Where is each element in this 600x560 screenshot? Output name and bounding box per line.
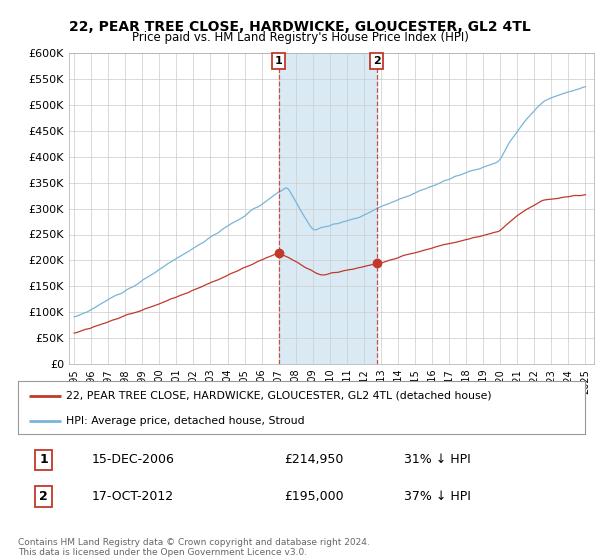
Text: £195,000: £195,000 <box>284 490 344 503</box>
Text: 37% ↓ HPI: 37% ↓ HPI <box>404 490 470 503</box>
Text: 17-OCT-2012: 17-OCT-2012 <box>92 490 174 503</box>
Text: Contains HM Land Registry data © Crown copyright and database right 2024.
This d: Contains HM Land Registry data © Crown c… <box>18 538 370 557</box>
Text: 1: 1 <box>275 56 283 66</box>
Text: 15-DEC-2006: 15-DEC-2006 <box>92 454 175 466</box>
Text: 1: 1 <box>39 454 48 466</box>
Text: 31% ↓ HPI: 31% ↓ HPI <box>404 454 470 466</box>
Text: Price paid vs. HM Land Registry's House Price Index (HPI): Price paid vs. HM Land Registry's House … <box>131 31 469 44</box>
Text: £214,950: £214,950 <box>284 454 344 466</box>
Text: 2: 2 <box>39 490 48 503</box>
Text: HPI: Average price, detached house, Stroud: HPI: Average price, detached house, Stro… <box>66 416 305 426</box>
Text: 2: 2 <box>373 56 380 66</box>
Bar <box>278 53 377 364</box>
Text: 22, PEAR TREE CLOSE, HARDWICKE, GLOUCESTER, GL2 4TL: 22, PEAR TREE CLOSE, HARDWICKE, GLOUCEST… <box>69 20 531 34</box>
Text: 22, PEAR TREE CLOSE, HARDWICKE, GLOUCESTER, GL2 4TL (detached house): 22, PEAR TREE CLOSE, HARDWICKE, GLOUCEST… <box>66 391 492 401</box>
